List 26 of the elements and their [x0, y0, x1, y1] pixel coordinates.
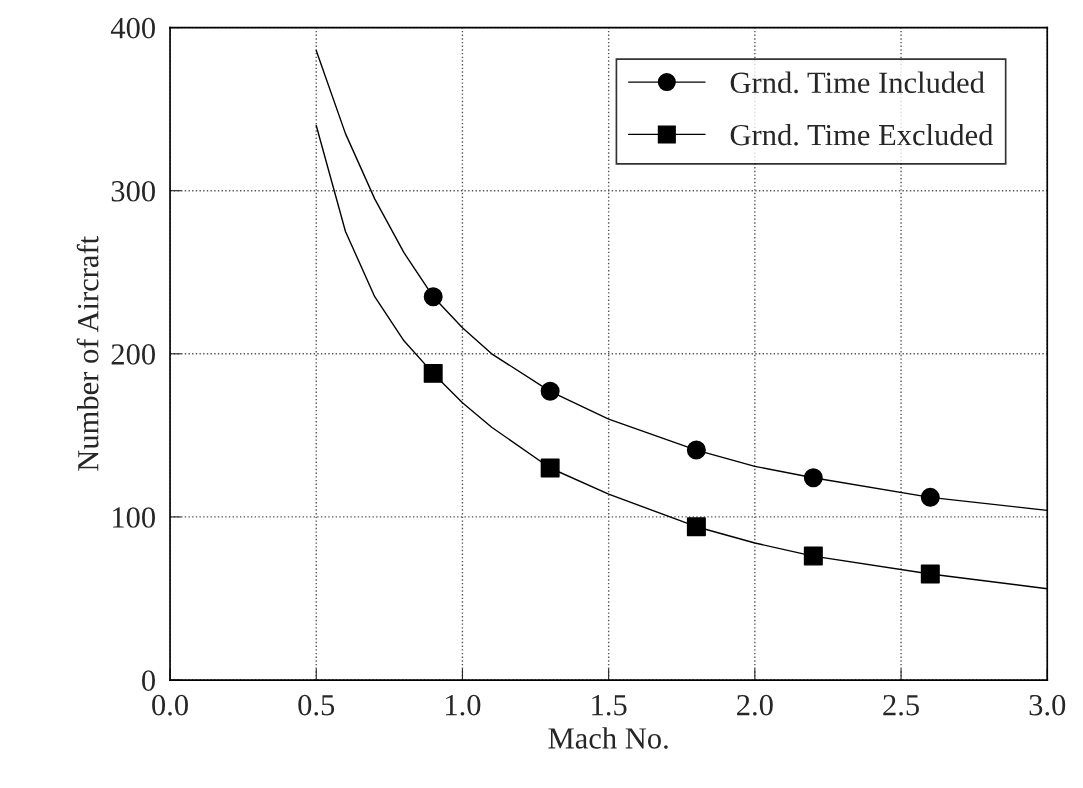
x-tick-label: 0.0 [152, 694, 188, 716]
x-tick-label: 2.5 [883, 694, 919, 716]
y-tick-label: 100 [113, 507, 155, 528]
y-tick-label: 0 [142, 670, 155, 691]
y-tick-label: 300 [111, 180, 155, 202]
x-tick-label: 1.0 [446, 694, 481, 716]
x-tick-label: 2.0 [737, 694, 773, 716]
point [803, 546, 823, 566]
x-tick-label: 3.0 [1029, 694, 1066, 716]
point [920, 487, 940, 507]
y-tick-label: 400 [110, 17, 155, 39]
x-axis-title: Mach No. [548, 727, 668, 749]
x-tick-label: 1.5 [592, 694, 627, 716]
y-tick-label: 200 [111, 344, 155, 365]
point [540, 458, 560, 478]
point [423, 287, 443, 307]
point [686, 440, 706, 460]
y-axis-title: Number of Aircraft [76, 236, 99, 471]
point [423, 363, 443, 383]
point [920, 564, 940, 584]
point [540, 381, 560, 401]
legend-label: Grnd. Time Excluded [730, 123, 994, 146]
x-tick-label: 0.5 [298, 694, 335, 716]
legend-label: Grnd. Time Included [730, 71, 985, 94]
point [686, 517, 706, 537]
point [803, 468, 823, 488]
